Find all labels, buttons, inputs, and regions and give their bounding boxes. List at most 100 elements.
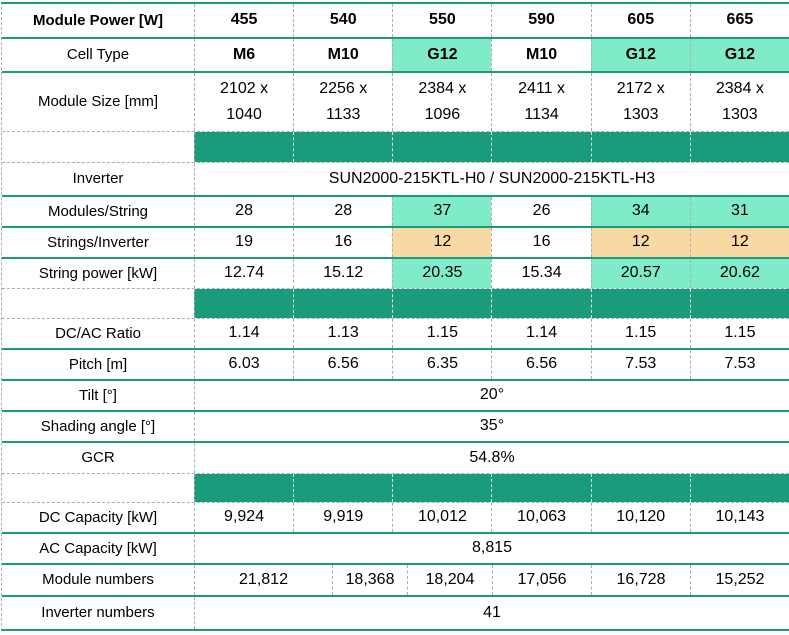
merged-value-cell: 8,815 <box>194 534 789 563</box>
value-cell: 550 <box>392 4 491 37</box>
separator-row <box>2 288 789 318</box>
value-cell: M10 <box>293 39 392 71</box>
value-cell: 10,143 <box>689 503 789 532</box>
value-cell-highlighted: 12 <box>392 228 492 257</box>
value-cell: 1.14 <box>491 319 590 348</box>
value-cell: 17,056 <box>492 565 591 595</box>
separator-fill-cell <box>491 132 591 162</box>
row-label: Cell Type <box>66 46 130 64</box>
row-module-power: Module Power [W] 455 540 550 590 605 665 <box>2 4 789 37</box>
row-inverter-numbers: Inverter numbers 41 <box>2 595 789 629</box>
row-label: DC/AC Ratio <box>55 324 141 342</box>
size-line1: 2384 x <box>715 80 764 97</box>
row-label: Pitch [m] <box>68 355 128 373</box>
value-cell: 2384 x 1096 <box>392 73 491 131</box>
separator-fill-cell <box>491 289 591 318</box>
value-cell: 7.53 <box>689 350 789 379</box>
value-cell: 2172 x 1303 <box>590 73 690 131</box>
value-cell: 2411 x 1134 <box>491 73 590 131</box>
row-label: Inverter numbers <box>41 604 155 622</box>
separator-fill-cell <box>590 289 690 318</box>
separator-fill-cell <box>194 289 294 318</box>
value-cell: 10,063 <box>491 503 590 532</box>
row-module-numbers: Module numbers 21,812 18,368 18,204 17,0… <box>2 563 789 595</box>
row-label: Modules/String <box>47 202 149 220</box>
size-line1: 2411 x <box>518 80 565 97</box>
row-dc-ac-ratio: DC/AC Ratio 1.14 1.13 1.15 1.14 1.15 1.1… <box>2 318 789 348</box>
size-line2: 1303 <box>622 106 659 123</box>
value-cell: 455 <box>194 4 293 37</box>
value-cell: 605 <box>590 4 690 37</box>
value-cell: 21,812 <box>194 565 332 595</box>
row-tilt: Tilt [°] 20° <box>2 379 789 410</box>
value-cell: 18,368 <box>332 565 407 595</box>
value-cell: M6 <box>194 39 293 71</box>
merged-value-cell: SUN2000-215KTL-H0 / SUN2000-215KTL-H3 <box>194 163 789 195</box>
separator-fill-cell <box>491 474 591 502</box>
value-cell: 6.03 <box>194 350 293 379</box>
row-shading-angle: Shading angle [°] 35° <box>2 410 789 441</box>
value-cell-highlighted: G12 <box>392 39 492 71</box>
size-line2: 1096 <box>424 106 461 123</box>
merged-value-cell: 20° <box>194 381 789 410</box>
separator-fill-cell <box>689 474 789 502</box>
value-cell: 1.13 <box>293 319 392 348</box>
value-cell: 10,012 <box>392 503 491 532</box>
size-line2: 1040 <box>226 106 262 123</box>
separator-row <box>2 131 789 162</box>
row-label: Module Power [W] <box>33 11 163 29</box>
separator-fill-cell <box>590 132 690 162</box>
value-cell: 9,919 <box>293 503 392 532</box>
value-cell-highlighted: 12 <box>590 228 690 257</box>
value-cell: 7.53 <box>590 350 690 379</box>
value-cell: 9,924 <box>194 503 293 532</box>
value-cell: 1.14 <box>194 319 293 348</box>
value-cell-highlighted: G12 <box>689 39 789 71</box>
size-line1: 2102 x <box>220 80 269 97</box>
row-label: Module numbers <box>42 571 154 589</box>
value-cell-highlighted: 20.62 <box>689 259 789 288</box>
value-cell: 540 <box>293 4 392 37</box>
value-cell: 1.15 <box>689 319 789 348</box>
value-cell: 16 <box>293 228 392 257</box>
row-modules-per-string: Modules/String 28 28 37 26 34 31 <box>2 195 789 226</box>
value-cell: 28 <box>293 197 392 226</box>
value-cell: 12.74 <box>194 259 293 288</box>
row-label: AC Capacity [kW] <box>39 539 157 557</box>
separator-fill-cell <box>689 132 789 162</box>
value-cell: 590 <box>491 4 590 37</box>
value-cell-highlighted: 37 <box>392 197 492 226</box>
row-dc-capacity: DC Capacity [kW] 9,924 9,919 10,012 10,0… <box>2 502 789 532</box>
value-cell: 28 <box>194 197 293 226</box>
row-module-size: Module Size [mm] 2102 x 1040 2256 x 1133 2… <box>2 71 789 131</box>
separator-label-cell <box>2 289 194 318</box>
value-cell: 15.12 <box>293 259 392 288</box>
value-cell: 6.56 <box>293 350 392 379</box>
size-line1: 2172 x <box>616 80 665 97</box>
separator-fill-cell <box>194 474 294 502</box>
value-cell: M10 <box>491 39 590 71</box>
merged-value-cell: 54.8% <box>194 443 789 473</box>
separator-fill-cell <box>293 132 393 162</box>
value-cell: 18,204 <box>407 565 492 595</box>
separator-row <box>2 473 789 502</box>
separator-fill-cell <box>293 474 393 502</box>
value-cell-highlighted: 20.35 <box>392 259 492 288</box>
row-label: String power [kW] <box>38 264 158 282</box>
value-cell: 2102 x 1040 <box>194 73 293 131</box>
value-cell: 2256 x 1133 <box>293 73 392 131</box>
size-line2: 1133 <box>326 106 361 123</box>
merged-value-cell: 41 <box>194 597 789 629</box>
value-cell-highlighted: 12 <box>689 228 789 257</box>
row-label: DC Capacity [kW] <box>38 508 158 526</box>
separator-fill-cell <box>392 132 492 162</box>
value-cell-highlighted: 20.57 <box>590 259 690 288</box>
row-pitch: Pitch [m] 6.03 6.56 6.35 6.56 7.53 7.53 <box>2 348 789 379</box>
value-cell: 16 <box>491 228 590 257</box>
row-label: Module Size [mm] <box>37 93 159 111</box>
row-label: Tilt [°] <box>79 386 117 404</box>
row-label: GCR <box>81 449 115 467</box>
row-string-power: String power [kW] 12.74 15.12 20.35 15.3… <box>2 257 789 288</box>
row-cell-type: Cell Type M6 M10 G12 M10 G12 G12 <box>2 37 789 71</box>
